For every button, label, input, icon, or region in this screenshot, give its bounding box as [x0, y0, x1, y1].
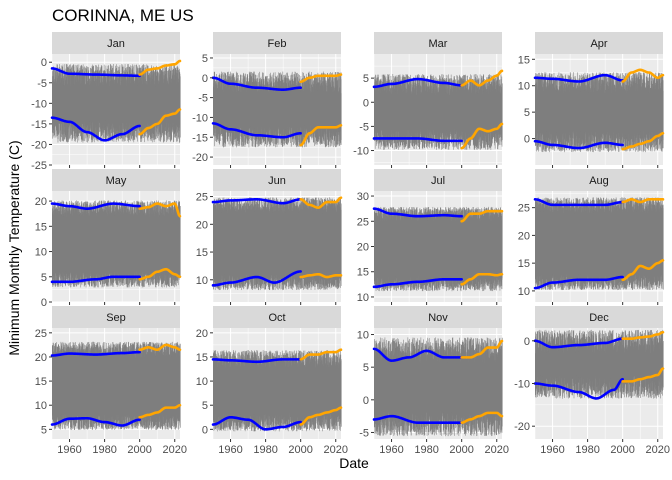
facet-strip	[213, 32, 341, 54]
y-tick-label: -5	[198, 93, 208, 105]
y-tick-label: -25	[31, 160, 47, 172]
trend-line-upper-2000-2023	[138, 59, 182, 76]
range-bar	[502, 83, 503, 141]
monthly-range-bars	[213, 197, 342, 291]
y-tick-label: -15	[192, 132, 208, 144]
monthly-range-bars	[52, 64, 181, 143]
monthly-range-bars	[52, 200, 181, 288]
facet-panel-feb: Feb 5 0 -5 -10 -15 -20	[192, 32, 343, 168]
trend-line-upper-2000-2023	[460, 69, 504, 87]
trend-line-upper-1950-2000	[211, 76, 302, 91]
y-tick-label: 10	[518, 81, 530, 93]
trend-line-lower-2000-2023	[299, 124, 343, 147]
y-tick-label: -20	[192, 152, 208, 164]
facet-strip-label: Apr	[590, 38, 607, 50]
facet-strip	[535, 32, 663, 54]
facet-panel-jan: Jan 0 -5 -10 -15 -20 -25	[31, 32, 182, 172]
monthly-range-bars	[535, 72, 664, 153]
facet-strip-label: Mar	[429, 38, 448, 50]
y-tick-label: 15	[518, 54, 530, 66]
monthly-range-bars	[213, 71, 342, 148]
trend-line-upper-1950-2000	[372, 77, 463, 89]
y-tick-label: -20	[31, 139, 47, 151]
facet-strip	[52, 169, 180, 191]
y-tick-label: 15	[35, 221, 47, 233]
trend-line-lower-2000-2023	[138, 108, 182, 136]
facet-strip	[374, 32, 502, 54]
y-tick-label: -5	[37, 78, 47, 90]
y-tick-label: 5	[41, 272, 47, 284]
y-tick-label: 10	[35, 247, 47, 259]
facet-strip	[52, 32, 180, 54]
facet-strip-label: Feb	[268, 38, 287, 50]
facet-panels: Jan 0 -5 -10 -15 -20 -25 Feb 5 0 -5 -10 -15 -20 Mar 5 0 -…	[31, 32, 670, 456]
chart-title: CORINNA, ME US	[52, 6, 194, 25]
y-tick-label: -10	[192, 112, 208, 124]
y-tick-label: -10	[31, 98, 47, 110]
trend-line-lower-2000-2023	[621, 131, 665, 151]
y-tick-label: -15	[31, 119, 47, 131]
trend-line-upper-1950-2000	[533, 73, 624, 83]
y-tick-label: 0	[41, 297, 47, 309]
y-tick-label: 5	[202, 53, 208, 65]
y-tick-label: 5	[524, 107, 530, 119]
facet-strip-label: May	[106, 175, 127, 187]
facet-panel-mar: Mar 5 0 -5 -10	[353, 32, 504, 168]
range-bar	[341, 93, 342, 140]
range-bar	[663, 90, 664, 141]
trend-line-upper-2000-2023	[621, 68, 665, 83]
trend-line-lower-1950-2000	[50, 116, 141, 142]
y-tick-label: 0	[363, 97, 369, 109]
trend-line-lower-1950-2000	[372, 137, 463, 143]
range-bar	[180, 76, 181, 138]
facet-panel-apr: Apr 15 10 5 0	[518, 32, 665, 168]
facet-strip-label: Jan	[107, 38, 125, 50]
trend-line-upper-1950-2000	[50, 67, 141, 78]
y-tick-label: 0	[41, 57, 47, 69]
trend-line-lower-2000-2023	[460, 122, 504, 150]
trend-line-lower-1950-2000	[211, 122, 302, 139]
trend-line-upper-2000-2023	[299, 73, 343, 84]
trend-line-lower-2000-2023	[138, 267, 182, 281]
monthly-range-bars	[374, 73, 503, 150]
y-tick-label: -5	[359, 121, 369, 133]
facet-strip	[213, 169, 341, 191]
y-tick-label: 5	[363, 73, 369, 85]
y-tick-label: 20	[35, 196, 47, 208]
facet-strip-label: Jun	[268, 175, 286, 187]
facet-panel-may: May 20 15 10 5 0	[35, 169, 182, 309]
y-tick-label: -10	[353, 146, 369, 158]
range-bar	[180, 206, 181, 277]
trend-line-lower-1950-2000	[533, 139, 624, 150]
y-tick-label: 0	[202, 73, 208, 85]
trend-line-lower-1950-2000	[50, 275, 141, 284]
trend-line-upper-1950-2000	[50, 202, 141, 210]
y-tick-label: 0	[524, 134, 530, 146]
trend-line-upper-2000-2023	[138, 202, 182, 218]
